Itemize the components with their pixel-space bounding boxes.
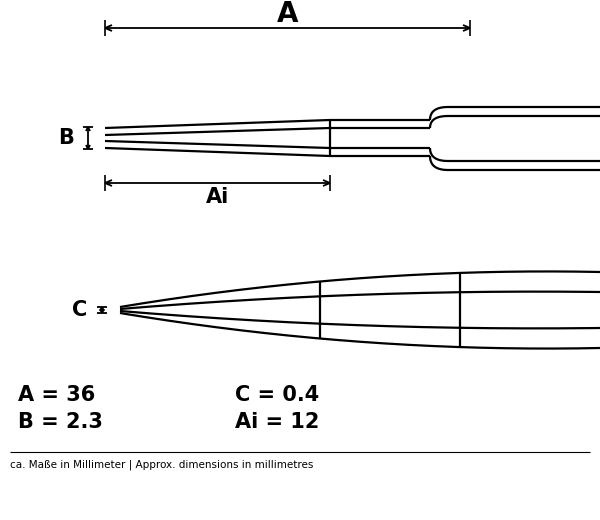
Text: B: B [58,128,74,148]
Text: C = 0.4: C = 0.4 [235,385,319,405]
Text: ca. Maße in Millimeter | Approx. dimensions in millimetres: ca. Maße in Millimeter | Approx. dimensi… [10,460,313,470]
Text: C: C [73,300,88,320]
Text: A = 36: A = 36 [18,385,95,405]
Text: Ai = 12: Ai = 12 [235,412,319,432]
Text: Ai: Ai [206,187,229,207]
Text: A: A [277,0,298,28]
Text: B = 2.3: B = 2.3 [18,412,103,432]
